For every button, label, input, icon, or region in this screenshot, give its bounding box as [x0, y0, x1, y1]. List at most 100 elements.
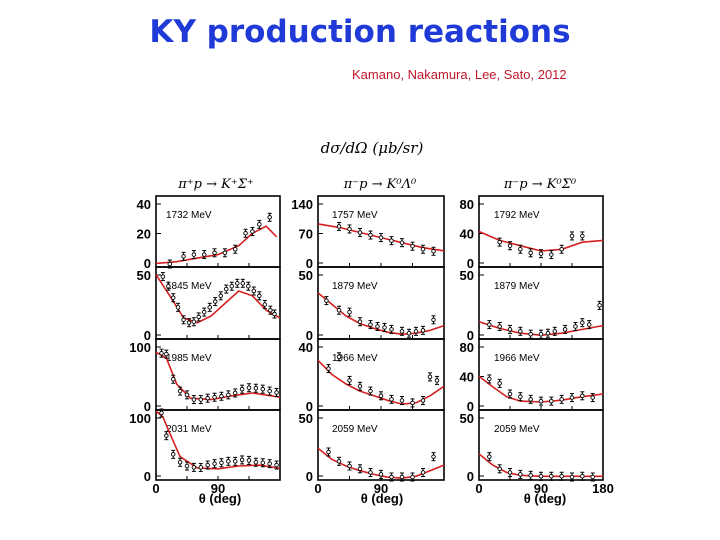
- panel-frame: [317, 195, 445, 268]
- y-tick-label: 0: [467, 256, 474, 271]
- data-marker: [590, 474, 595, 480]
- data-marker: [166, 283, 171, 289]
- data-point: [166, 281, 171, 291]
- panel-col2-row2: 50 0 1879 MeV: [299, 266, 445, 343]
- data-point: [580, 318, 585, 328]
- x-axis-label-1: θ (deg): [199, 491, 241, 506]
- data-marker: [569, 395, 575, 400]
- data-point: [336, 221, 342, 231]
- data-marker: [347, 309, 352, 315]
- energy-label: 1985 MeV: [166, 353, 212, 364]
- data-point: [507, 241, 513, 251]
- data-marker: [260, 386, 266, 392]
- data-point: [389, 472, 394, 482]
- data-point: [569, 472, 575, 482]
- data-point: [181, 251, 186, 261]
- data-marker: [257, 293, 262, 299]
- data-point: [389, 394, 394, 404]
- data-marker: [207, 305, 212, 310]
- data-marker: [389, 238, 394, 243]
- data-marker: [184, 392, 190, 398]
- data-marker: [246, 385, 252, 391]
- data-marker: [559, 474, 564, 479]
- data-point: [368, 230, 373, 240]
- energy-label: 1879 MeV: [332, 281, 378, 292]
- data-marker: [420, 246, 426, 252]
- data-marker: [253, 460, 259, 465]
- panel-frame: [155, 338, 281, 411]
- data-point: [196, 312, 201, 322]
- data-point: [191, 317, 197, 327]
- data-point: [267, 386, 272, 396]
- panel-col1-row1: 40 20 0 1732 MeV: [137, 195, 281, 271]
- data-marker: [590, 395, 595, 400]
- data-point: [347, 461, 352, 471]
- data-point: [170, 449, 176, 459]
- data-marker: [257, 222, 262, 227]
- panel-col1-row2: 50 0 1845 MeV: [137, 266, 281, 343]
- data-point: [232, 244, 238, 254]
- data-marker: [232, 246, 238, 252]
- x-tick-label: 0: [475, 481, 482, 496]
- data-marker: [368, 470, 373, 475]
- data-point: [507, 389, 513, 399]
- data-point: [420, 396, 426, 406]
- data-marker: [378, 393, 384, 399]
- data-marker: [191, 397, 197, 402]
- data-point: [420, 468, 426, 478]
- data-marker: [212, 299, 218, 304]
- data-point: [260, 384, 266, 394]
- data-point: [431, 315, 436, 325]
- data-point: [347, 224, 352, 234]
- data-point: [184, 390, 190, 400]
- data-point: [528, 394, 533, 404]
- data-marker: [170, 376, 176, 382]
- data-marker: [226, 459, 231, 464]
- data-point: [257, 291, 262, 301]
- data-point: [431, 452, 436, 462]
- y-tick-label: 50: [460, 411, 474, 426]
- panel-col2-row4: 50 0 2059 MeV 0 90: [299, 409, 445, 496]
- data-point: [538, 249, 544, 259]
- data-point: [399, 326, 405, 336]
- data-marker: [272, 311, 277, 317]
- data-point: [160, 272, 166, 282]
- y-tick-label: 0: [144, 256, 151, 271]
- data-point: [545, 328, 551, 338]
- energy-label: 1732 MeV: [166, 210, 212, 221]
- data-point: [191, 250, 197, 260]
- data-point: [487, 452, 492, 462]
- data-marker: [434, 378, 440, 383]
- data-marker: [487, 322, 492, 327]
- data-point: [253, 457, 259, 467]
- data-marker: [239, 386, 245, 392]
- data-marker: [413, 329, 419, 334]
- data-marker: [205, 395, 210, 401]
- data-marker: [528, 473, 533, 478]
- data-point: [378, 233, 384, 243]
- data-marker: [357, 230, 363, 235]
- data-point: [205, 460, 210, 470]
- data-marker: [232, 390, 238, 396]
- data-point: [246, 383, 252, 393]
- data-point: [240, 278, 246, 288]
- y-tick-label: 50: [137, 268, 151, 283]
- data-marker: [580, 393, 585, 399]
- x-axis-label-3: θ (deg): [524, 491, 566, 506]
- data-marker: [431, 454, 436, 459]
- data-marker: [368, 388, 373, 394]
- panel-col2-row3: 40 0 1966 MeV: [299, 338, 445, 414]
- x-tick-label: 90: [211, 481, 225, 496]
- model-curve: [155, 225, 278, 265]
- data-marker: [580, 320, 585, 325]
- data-marker: [389, 474, 394, 480]
- energy-label: 2059 MeV: [494, 424, 540, 435]
- data-marker: [191, 319, 197, 324]
- data-point: [562, 324, 568, 334]
- data-marker: [336, 354, 342, 360]
- data-point: [427, 372, 433, 382]
- data-marker: [399, 329, 405, 334]
- data-marker: [326, 366, 331, 371]
- data-marker: [274, 462, 279, 468]
- x-tick-label: 90: [534, 481, 548, 496]
